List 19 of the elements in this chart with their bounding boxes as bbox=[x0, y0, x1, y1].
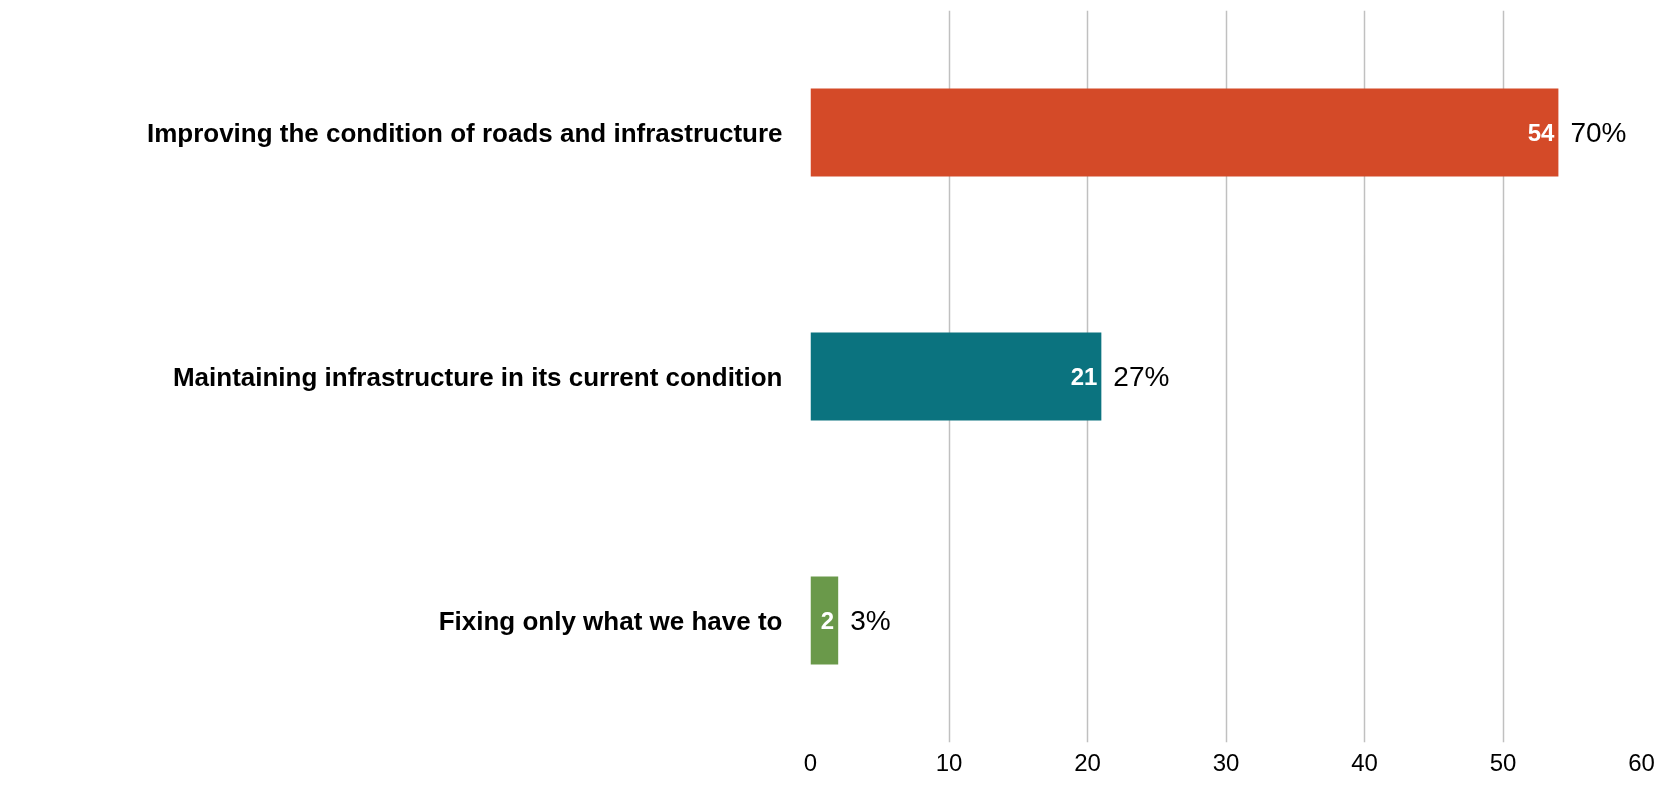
x-tick-label: 60 bbox=[1628, 748, 1655, 776]
data-label: 54 bbox=[1527, 119, 1556, 146]
x-tick-label: 10 bbox=[935, 748, 963, 776]
y-tick-label: Improving the condition of roads and infrastructure bbox=[146, 117, 783, 148]
x-tick-label: 20 bbox=[1074, 748, 1101, 776]
annotation: 27% bbox=[1113, 361, 1170, 392]
y-tick-label: Fixing only what we have to bbox=[438, 605, 783, 636]
data-label: 21 bbox=[1070, 363, 1098, 390]
x-tick-label: 30 bbox=[1212, 748, 1240, 776]
x-tick-label: 50 bbox=[1489, 748, 1517, 776]
y-tick-label: Maintaining infrastructure in its current condition bbox=[172, 361, 783, 392]
data-label: 2 bbox=[820, 607, 835, 634]
annotation: 70% bbox=[1570, 117, 1627, 148]
bar bbox=[810, 332, 1102, 421]
x-tick-label: 40 bbox=[1351, 748, 1378, 776]
bar bbox=[810, 88, 1559, 177]
annotation: 3% bbox=[850, 605, 891, 636]
x-tick-label: 0 bbox=[803, 748, 818, 776]
bar bbox=[810, 576, 839, 665]
